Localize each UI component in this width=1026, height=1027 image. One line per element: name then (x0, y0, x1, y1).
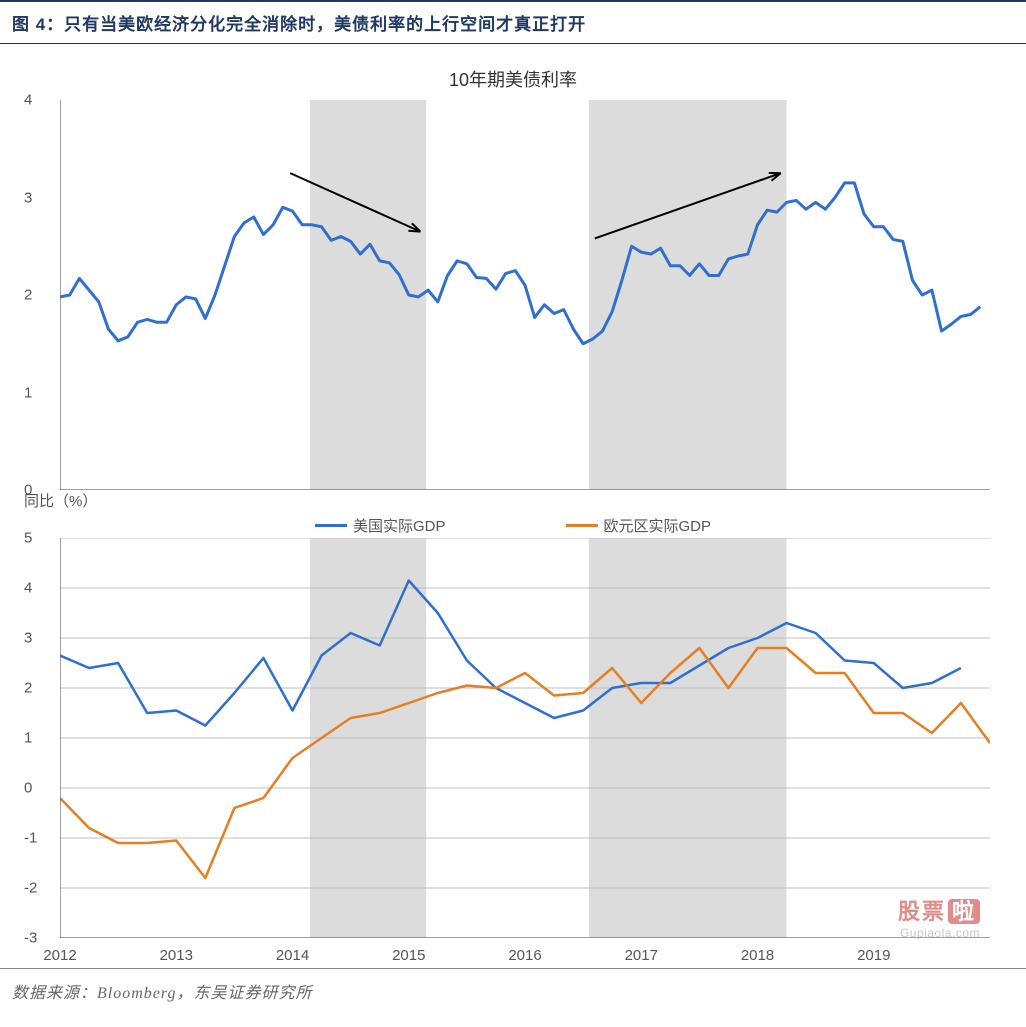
legend-item-us: 美国实际GDP (315, 515, 446, 536)
chart-2-ylabel: 同比（%） (24, 490, 1006, 511)
figure-header: 图 4：只有当美欧经济分化完全消除时，美债利率的上行空间才真正打开 (0, 0, 1026, 44)
chart-1-wrap: 10年期美债利率 01234 (0, 44, 1026, 490)
legend-item-euro: 欧元区实际GDP (566, 515, 712, 536)
figure-footer: 数据来源：Bloomberg，东吴证券研究所 (0, 968, 1026, 1013)
watermark: 股票啦 Gupiaola.com (898, 894, 980, 940)
xtick-label: 2014 (276, 947, 309, 964)
ytick-label: 4 (24, 92, 32, 109)
ytick-label: 3 (24, 630, 32, 647)
ytick-label: 3 (24, 189, 32, 206)
watermark-line2: Gupiaola.com (898, 926, 980, 940)
ytick-label: 4 (24, 580, 32, 597)
xtick-label: 2018 (741, 947, 774, 964)
chart-2-wrap: 同比（%） 美国实际GDP 欧元区实际GDP 股票啦 Gupiaola.com … (0, 490, 1026, 938)
chart-2-legend: 美国实际GDP 欧元区实际GDP (20, 515, 1006, 536)
ytick-label: -3 (24, 930, 37, 947)
ytick-label: 0 (24, 780, 32, 797)
figure-container: 图 4：只有当美欧经济分化完全消除时，美债利率的上行空间才真正打开 10年期美债… (0, 0, 1026, 1013)
xtick-label: 2012 (43, 947, 76, 964)
xtick-label: 2013 (160, 947, 193, 964)
watermark-text-a: 股票 (898, 899, 946, 924)
ytick-label: 5 (24, 530, 32, 547)
ytick-label: 1 (24, 730, 32, 747)
ytick-label: 2 (24, 680, 32, 697)
ytick-label: -1 (24, 830, 37, 847)
xtick-label: 2017 (625, 947, 658, 964)
watermark-line1: 股票啦 (898, 894, 980, 926)
figure-title: 图 4：只有当美欧经济分化完全消除时，美债利率的上行空间才真正打开 (12, 15, 586, 34)
xtick-label: 2019 (857, 947, 890, 964)
chart-1-title: 10年期美债利率 (20, 66, 1006, 92)
source-text: 数据来源：Bloomberg，东吴证券研究所 (12, 985, 313, 1002)
legend-swatch-euro (566, 524, 598, 527)
xtick-label: 2015 (392, 947, 425, 964)
ytick-label: 2 (24, 287, 32, 304)
chart-1-plot: 01234 (60, 100, 990, 490)
legend-swatch-us (315, 524, 347, 527)
chart-2-plot: 股票啦 Gupiaola.com -3-2-101234520122013201… (60, 538, 990, 938)
legend-label-us: 美国实际GDP (353, 515, 446, 536)
watermark-text-b: 啦 (948, 899, 980, 924)
xtick-label: 2016 (508, 947, 541, 964)
ytick-label: -2 (24, 880, 37, 897)
legend-label-euro: 欧元区实际GDP (604, 515, 712, 536)
ytick-label: 1 (24, 384, 32, 401)
